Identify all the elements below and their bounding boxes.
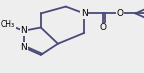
Text: N: N xyxy=(20,43,27,52)
Text: N: N xyxy=(20,26,27,35)
Text: O: O xyxy=(116,9,123,18)
Text: O: O xyxy=(99,23,106,32)
Text: CH₃: CH₃ xyxy=(1,20,15,29)
Text: N: N xyxy=(81,9,88,18)
